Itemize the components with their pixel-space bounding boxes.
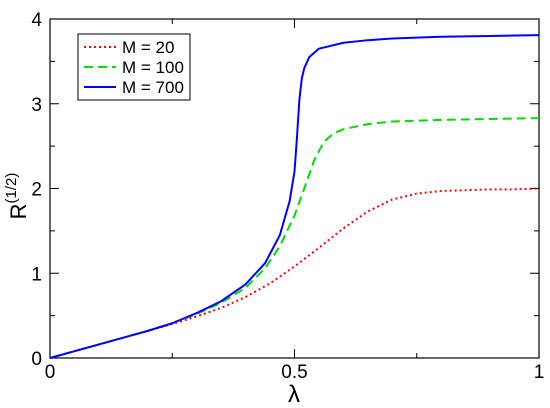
y-tick-label: 2 (31, 180, 42, 201)
axis-ticks (49, 18, 540, 359)
y-axis-label-superscript: (1/2) (3, 173, 20, 204)
legend-label: M = 700 (122, 78, 184, 97)
x-tick-label: 1 (534, 362, 545, 383)
y-tick-label: 1 (31, 264, 42, 285)
series-lines (49, 34, 540, 359)
y-axis-label-main: R (6, 203, 31, 219)
y-tick-label: 3 (31, 95, 42, 116)
x-axis-label: λ (288, 381, 300, 408)
legend-box (77, 33, 191, 101)
y-tick-label: 0 (31, 349, 42, 370)
y-axis-label: R(1/2) (3, 173, 31, 220)
series-line (49, 34, 540, 359)
tick-labels: 0 0.5 1 0 1 2 3 4 (31, 10, 544, 383)
y-tick-label: 4 (31, 10, 42, 31)
x-tick-label: 0 (45, 362, 56, 383)
legend-label: M = 100 (122, 58, 184, 77)
series-line (49, 117, 540, 359)
x-tick-label: 0.5 (281, 362, 307, 383)
legend-label: M = 20 (122, 38, 174, 57)
